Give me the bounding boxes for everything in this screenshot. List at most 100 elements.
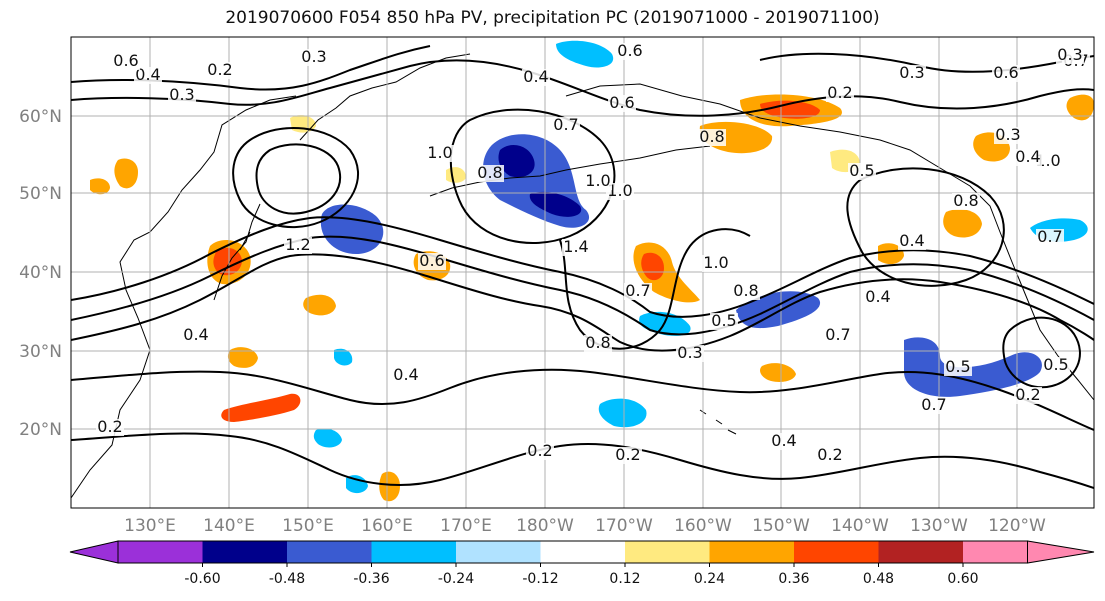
contour-label: 0.2 — [827, 83, 852, 102]
contour-label-background — [898, 65, 926, 82]
contour-label: 0.5 — [849, 161, 874, 180]
contour-label-background — [770, 433, 798, 450]
colorbar-extend-max — [1027, 540, 1095, 564]
contour-label: 0.8 — [733, 281, 758, 300]
contour-label: 0.4 — [183, 325, 208, 344]
colorbar-tick-label: 0.60 — [947, 571, 978, 587]
longitude-axis: 130°E 140°E 150°E 160°E 170°E 180°W 170°W 160°W… — [124, 516, 1046, 536]
colorbar-segment — [963, 541, 1028, 563]
precipitation-negative-mid-area — [904, 337, 1042, 397]
contour-label-background — [848, 163, 876, 180]
precipitation-negative-light-area — [313, 428, 342, 448]
colorbar-segment — [118, 541, 203, 563]
contour-label: 0.3 — [677, 343, 702, 362]
contour-label-background — [1036, 229, 1064, 246]
contour-label-background — [864, 289, 892, 306]
colorbar: -0.60 -0.48 -0.36 -0.24 -0.12 0.12 0.24 0.36 0.4… — [69, 540, 1095, 587]
contour-label-background — [608, 95, 636, 112]
longitude-tick-label: 150°E — [282, 516, 334, 536]
contour-label: 0.4 — [899, 231, 924, 250]
contour-label-background — [418, 253, 446, 270]
precipitation-negative-light-area — [346, 475, 368, 494]
pv-contour-vortex-east — [846, 167, 1005, 287]
contour-label: 0.7 — [625, 281, 650, 300]
graticule — [71, 37, 1094, 508]
pv-contour-vortex-central — [449, 108, 616, 244]
contour-label-background — [392, 367, 420, 384]
contour-label-background — [96, 419, 124, 436]
pv-contour-vortex-west — [232, 127, 360, 229]
contour-label-background — [168, 87, 196, 104]
colorbar-tick-label: -0.36 — [353, 571, 389, 587]
pv-contour-south-1 — [71, 368, 1094, 431]
contour-label-background — [526, 443, 554, 460]
contour-label: 0.5 — [945, 357, 970, 376]
colorbar-tick-label: -0.60 — [184, 571, 220, 587]
precipitation-negative-light-area — [556, 40, 614, 68]
pv-contour-meander — [559, 228, 751, 350]
contour-label-background — [732, 283, 760, 300]
colorbar-frame — [117, 540, 1028, 564]
contour-label-background — [426, 145, 454, 162]
contour-label: 0.4 — [771, 431, 796, 450]
latitude-tick-label: 40°N — [19, 263, 62, 283]
contour-label: 0.3 — [169, 85, 194, 104]
contour-label-background — [206, 62, 234, 79]
contour-label-background — [284, 237, 312, 254]
contour-label: 1.0 — [703, 253, 728, 272]
pv-contour-north-ridge — [71, 59, 1094, 117]
contour-label-background — [522, 69, 550, 86]
contour-label: 0.2 — [527, 441, 552, 460]
contour-label: 0.6 — [993, 63, 1018, 82]
contour-label-background — [710, 313, 738, 330]
precipitation-positive-strong-area — [760, 100, 820, 119]
contour-label: 0.2 — [615, 445, 640, 464]
contour-label-background — [1014, 149, 1042, 166]
precipitation-positive-mid-area — [379, 471, 400, 502]
contour-label: 0.6 — [617, 41, 642, 60]
pv-contour-jet-1 — [71, 253, 1094, 352]
contour-label: 0.4 — [135, 65, 160, 84]
longitude-tick-label: 140°E — [203, 516, 255, 536]
contour-label-background — [624, 283, 652, 300]
longitude-tick-label: 140°W — [831, 516, 889, 536]
longitude-tick-label: 150°W — [752, 516, 810, 536]
colorbar-segment — [709, 541, 794, 563]
contour-label: 0.8 — [477, 163, 502, 182]
contour-label-background — [300, 49, 328, 66]
map-frame — [70, 36, 1095, 509]
coastline-east-asia — [71, 95, 297, 499]
pv-contour-south-2 — [71, 432, 1094, 489]
longitude-tick-label: 170°W — [595, 516, 653, 536]
contour-label-background — [616, 43, 644, 60]
contour-label: 0.3 — [301, 47, 326, 66]
precipitation-positive-mid-area — [1066, 94, 1094, 121]
contour-label: 0.6 — [419, 251, 444, 270]
contour-label: 1.4 — [563, 237, 588, 256]
colorbar-segment — [287, 541, 372, 563]
precipitation-negative-light-area — [334, 348, 353, 366]
precipitation-positive-strong-area — [221, 393, 301, 422]
contour-label: 0.4 — [393, 365, 418, 384]
pv-contour-jet-3 — [71, 216, 1094, 318]
contour-label-background — [944, 359, 972, 376]
contour-label-background — [824, 327, 852, 344]
contour-label: 0.2 — [817, 445, 842, 464]
colorbar-tick-label: 0.36 — [778, 571, 809, 587]
contour-label: 0.2 — [1015, 385, 1040, 404]
contour-label: 1.2 — [285, 235, 310, 254]
contour-label: 0.5 — [711, 311, 736, 330]
latitude-axis: 60°N 50°N 40°N 30°N 20°N — [19, 107, 62, 440]
longitude-tick-label: 160°W — [674, 516, 732, 536]
longitude-tick-label: 160°E — [361, 516, 413, 536]
contour-label-background — [816, 447, 844, 464]
contour-label: 0.5 — [1043, 355, 1068, 374]
contour-label-background — [826, 85, 854, 102]
latitude-tick-label: 50°N — [19, 184, 62, 204]
contour-label-background — [1056, 47, 1084, 64]
colorbar-tick-label: 0.48 — [863, 571, 894, 587]
contour-label: 1.0 — [585, 171, 610, 190]
map-title: 2019070600 F054 850 hPa PV, precipitatio… — [225, 8, 880, 28]
contour-label-background — [584, 173, 612, 190]
